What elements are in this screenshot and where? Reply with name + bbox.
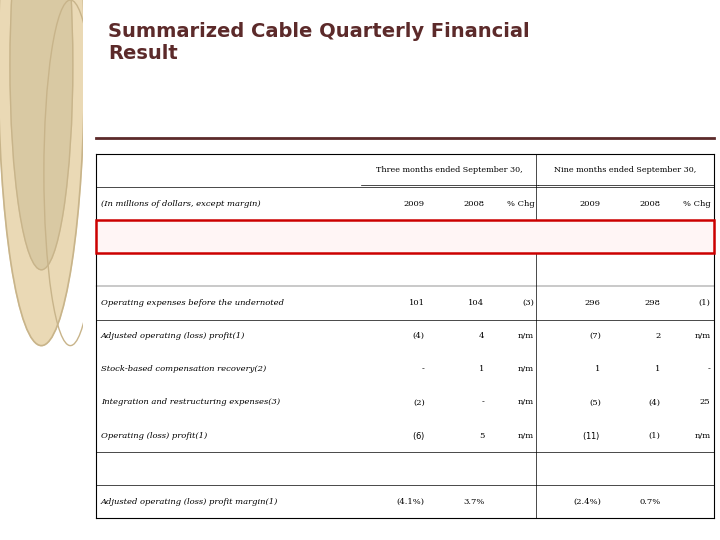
Text: (4): (4) [698, 233, 711, 241]
Text: 1: 1 [595, 365, 600, 373]
Text: Adjusted operating (loss) profit(1): Adjusted operating (loss) profit(1) [101, 332, 245, 340]
Text: 0.7%: 0.7% [639, 498, 660, 506]
Text: Operating expenses before the undernoted: Operating expenses before the undernoted [101, 299, 284, 307]
Circle shape [0, 0, 84, 346]
Text: 3.7%: 3.7% [463, 498, 485, 506]
Text: 2008: 2008 [639, 200, 660, 207]
Text: (In millions of dollars, except margin): (In millions of dollars, except margin) [101, 200, 260, 207]
Text: Stock-based compensation recovery(2): Stock-based compensation recovery(2) [101, 365, 266, 373]
Text: 104: 104 [468, 299, 485, 307]
Text: 298: 298 [644, 299, 660, 307]
Text: (2.4%): (2.4%) [573, 498, 600, 506]
Text: $ (11) $: $ (11) $ [582, 429, 600, 442]
Text: 296: 296 [585, 299, 600, 307]
Bar [96, 220, 714, 253]
Text: % Chg: % Chg [683, 200, 711, 207]
Text: $ (6) $: $ (6) $ [412, 429, 425, 442]
Text: -: - [482, 399, 485, 407]
Text: % Chg: % Chg [507, 200, 534, 207]
Text: n/m: n/m [518, 332, 534, 340]
Text: (7): (7) [589, 332, 600, 340]
Text: Rogers Retail operating revenue: Rogers Retail operating revenue [101, 233, 238, 241]
Text: n/m: n/m [694, 431, 711, 440]
Text: 300: 300 [644, 233, 660, 241]
Text: n/m: n/m [518, 431, 534, 440]
Text: Nine months ended September 30,: Nine months ended September 30, [554, 166, 697, 174]
Text: (5): (5) [589, 399, 600, 407]
Text: n/m: n/m [518, 365, 534, 373]
Text: (4.1%): (4.1%) [397, 498, 425, 506]
Text: (2): (2) [413, 399, 425, 407]
Text: Three months ended September 30,: Three months ended September 30, [376, 166, 523, 174]
Text: Integration and restructuring expenses(3): Integration and restructuring expenses(3… [101, 399, 280, 407]
Text: n/m: n/m [518, 399, 534, 407]
Text: (4): (4) [649, 399, 660, 407]
Text: 2: 2 [655, 332, 660, 340]
Text: 25: 25 [700, 399, 711, 407]
Text: 108: 108 [469, 233, 485, 241]
Text: Adjusted operating (loss) profit margin(1): Adjusted operating (loss) profit margin(… [101, 498, 278, 506]
Text: 2009: 2009 [580, 200, 600, 207]
Text: (1): (1) [698, 299, 711, 307]
Text: 4: 4 [479, 332, 485, 340]
Text: n/m: n/m [694, 332, 711, 340]
Text: Summarized Cable Quarterly Financial
Result: Summarized Cable Quarterly Financial Res… [108, 22, 530, 63]
Text: 1: 1 [479, 365, 485, 373]
Text: -: - [708, 365, 711, 373]
Text: (10): (10) [517, 233, 534, 241]
Text: 2009: 2009 [403, 200, 425, 207]
Text: 101: 101 [409, 299, 425, 307]
Text: 5: 5 [479, 431, 485, 440]
Text: (1): (1) [649, 431, 660, 440]
Text: 2008: 2008 [464, 200, 485, 207]
Circle shape [10, 0, 73, 270]
Text: $ 289  $: $ 289 $ [583, 231, 600, 242]
Text: 1: 1 [655, 365, 660, 373]
Text: $ 97  $: $ 97 $ [413, 231, 425, 242]
Text: (3): (3) [523, 299, 534, 307]
Text: Operating (loss) profit(1): Operating (loss) profit(1) [101, 431, 207, 440]
Text: -: - [422, 365, 425, 373]
Text: (4): (4) [413, 332, 425, 340]
